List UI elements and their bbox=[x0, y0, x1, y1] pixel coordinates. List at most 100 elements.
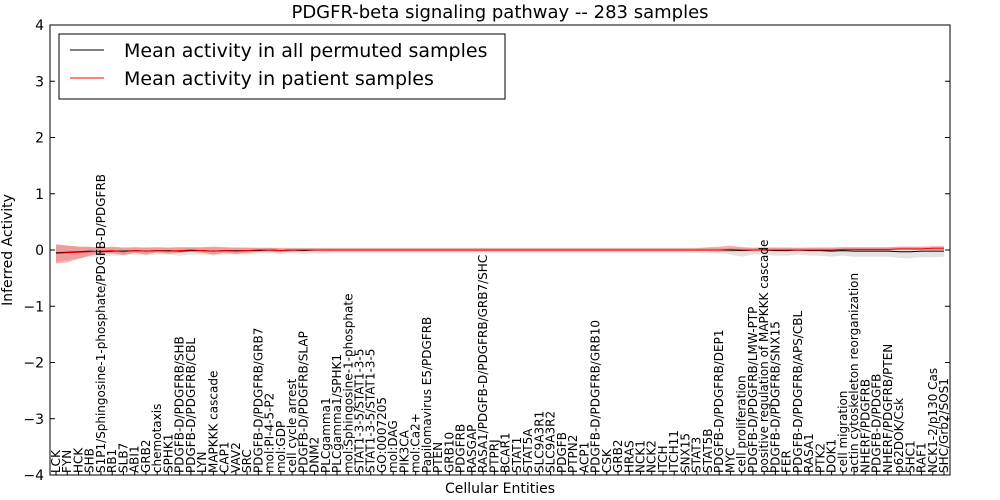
entity-label: p62DOK/Csk bbox=[892, 398, 906, 473]
legend-box bbox=[58, 33, 506, 100]
entity-label: FYN bbox=[60, 450, 74, 473]
plot-frame bbox=[49, 24, 951, 476]
entity-label: ACP1 bbox=[577, 442, 591, 473]
band-permuted bbox=[56, 244, 944, 263]
entity-label: mol:GDP bbox=[274, 421, 288, 473]
entity-label: PDGFB-D/PDGFRB/SNX15 bbox=[768, 321, 782, 473]
y-tick-label: 1 bbox=[35, 187, 44, 203]
series-lines bbox=[55, 247, 944, 254]
entity-label: STAT5B bbox=[701, 428, 715, 473]
band-patient bbox=[56, 244, 944, 264]
entity-label: LYN bbox=[195, 452, 209, 473]
entity-label: PDGFB-D/PDGFRB/GRB7 bbox=[251, 328, 265, 473]
entity-label: SHC1 bbox=[903, 440, 917, 473]
entity-label: CAP1 bbox=[218, 442, 232, 473]
entity-label: SLB7 bbox=[116, 443, 130, 473]
entity-label: STAT1 bbox=[510, 437, 524, 473]
entity-label: HRAS bbox=[622, 440, 636, 473]
legend-label-permuted: Mean activity in all permuted samples bbox=[124, 40, 487, 62]
entity-label: PTK2 bbox=[813, 443, 827, 473]
entity-label: SPHK1 bbox=[161, 434, 175, 473]
y-tick-label: −2 bbox=[23, 356, 44, 372]
y-tick-label: 4 bbox=[35, 18, 44, 34]
entity-label: ABI1 bbox=[128, 445, 142, 473]
entity-label: ITCH bbox=[656, 445, 670, 473]
entity-label: FER bbox=[780, 450, 794, 473]
entity-label: STAT3 bbox=[690, 437, 704, 473]
entity-label: STAT1-3-5/STAT1-3-5 bbox=[353, 349, 367, 473]
entity-label: PDGFB-D/PDGFRB/SLAP bbox=[296, 331, 310, 473]
entity-label: cell proliferation bbox=[735, 375, 749, 473]
entity-label: VAV2 bbox=[229, 442, 243, 473]
entity-label: cell cycle arrest bbox=[285, 378, 299, 473]
entity-label: RASA1/PDGFB-D/PDGFRB/GRB7/SHC bbox=[476, 255, 490, 473]
entity-label: SLC9A3R2 bbox=[544, 411, 558, 473]
entity-label: mol:Sphingosine-1-phosphate bbox=[341, 294, 355, 474]
entity-label: RAF1 bbox=[915, 442, 929, 473]
entity-label: RB1 bbox=[105, 449, 119, 473]
y-tick-label: −4 bbox=[23, 468, 44, 484]
entity-label: PTPRJ bbox=[487, 439, 501, 473]
entity-label: positive regulation of MAPKKK cascade bbox=[757, 240, 771, 473]
entity-label: CSK bbox=[600, 448, 614, 473]
entity-label: NCK1-2/p130 Cas bbox=[926, 368, 940, 473]
entity-label: PDGFB-D/PDGFRB/APS/CBL bbox=[791, 310, 805, 473]
entity-label: PDGFB-D/PDGFRB/GRB10 bbox=[589, 320, 603, 473]
entity-label: GRB2 bbox=[611, 439, 625, 473]
entity-label: NCK1 bbox=[634, 440, 648, 473]
x-axis-label: Cellular Entities bbox=[445, 481, 555, 497]
entity-label: PTEN bbox=[431, 442, 445, 473]
entity-label: MAPKKK cascade bbox=[206, 371, 220, 473]
entity-label: PDGFB-D/PDGFRB/DEP1 bbox=[712, 329, 726, 473]
entity-label: SNX15 bbox=[679, 433, 693, 473]
entity-label: SHC/Grb2/SOS1 bbox=[937, 378, 951, 473]
y-tick-label: 2 bbox=[35, 131, 44, 147]
entity-label: PDGFB-D/PDGFB bbox=[870, 374, 884, 473]
entity-label: cell migration bbox=[836, 391, 850, 473]
entity-label: GRB10 bbox=[442, 432, 456, 473]
entity-label: NHERF/PDGFRB bbox=[858, 379, 872, 473]
entity-label: mol:Ca2+ bbox=[409, 413, 423, 473]
entity-label: NCK2 bbox=[645, 440, 659, 473]
y-tick-label: 0 bbox=[35, 243, 44, 259]
entity-label: mol:DAG bbox=[386, 420, 400, 473]
entity-label: STAT1-3-5/STAT1-3-5 bbox=[364, 349, 378, 473]
entity-label: mol:PI-4-5-P2 bbox=[263, 393, 277, 473]
entity-label: PDGFB-D/PDGFRB/CBL bbox=[184, 338, 198, 473]
entity-label: PDGFB-D/PDGFRB/SHB bbox=[173, 336, 187, 473]
entity-label: DNM2 bbox=[308, 437, 322, 473]
entity-label: GO:0007205 bbox=[375, 397, 389, 473]
entity-label: S1P1/Sphingosine-1-phosphate/PDGFB-D/PDG… bbox=[94, 174, 108, 473]
entity-label: PDGFB-D/PDGFRB/LMW-PTP bbox=[746, 307, 760, 473]
entity-label: SHB bbox=[83, 448, 97, 473]
line-patient bbox=[55, 247, 944, 254]
entity-label: DOK1 bbox=[825, 439, 839, 473]
y-tick-label: 3 bbox=[35, 74, 44, 90]
entity-label: RASGAP bbox=[465, 425, 479, 473]
entity-label: PLCgamma1 bbox=[319, 397, 333, 473]
entity-label: ITCH11 bbox=[667, 430, 681, 473]
chart-title: PDGFR-beta signaling pathway -- 283 samp… bbox=[291, 2, 708, 23]
entity-label: LCK bbox=[49, 449, 63, 473]
entity-label: chemotaxis bbox=[150, 404, 164, 473]
entity-label: NHERF/PDGFRB/PTEN bbox=[881, 344, 895, 473]
entity-label: GRB2 bbox=[139, 439, 153, 473]
entity-labels: LCKFYNHCKSHBS1P1/Sphingosine-1-phosphate… bbox=[49, 174, 951, 475]
entity-label: Papilomavirus E5/PDGFRB bbox=[420, 317, 434, 473]
entity-label: STAT5A bbox=[521, 428, 535, 473]
entity-label: actin cytoskeleton reorganization bbox=[847, 273, 861, 473]
y-tick-label: −1 bbox=[23, 299, 44, 315]
entity-label: PTPN2 bbox=[566, 435, 580, 473]
entity-label: MYC bbox=[723, 448, 737, 473]
y-axis-label: Inferred Activity bbox=[0, 194, 16, 306]
entity-label: RASA1 bbox=[802, 433, 816, 473]
y-tick-label: −3 bbox=[23, 412, 44, 428]
confidence-bands bbox=[56, 244, 944, 264]
entity-label: SRC bbox=[240, 449, 254, 473]
y-axis-ticks: −4 −3 −2 −1 0 1 2 3 4 bbox=[23, 18, 950, 484]
entity-label: PLCgamma1/SPHK1 bbox=[330, 354, 344, 473]
entity-label: SLC9A3R1 bbox=[532, 411, 546, 473]
legend: Mean activity in all permuted samples Me… bbox=[58, 33, 506, 100]
entity-label: PDGFB bbox=[555, 432, 569, 473]
